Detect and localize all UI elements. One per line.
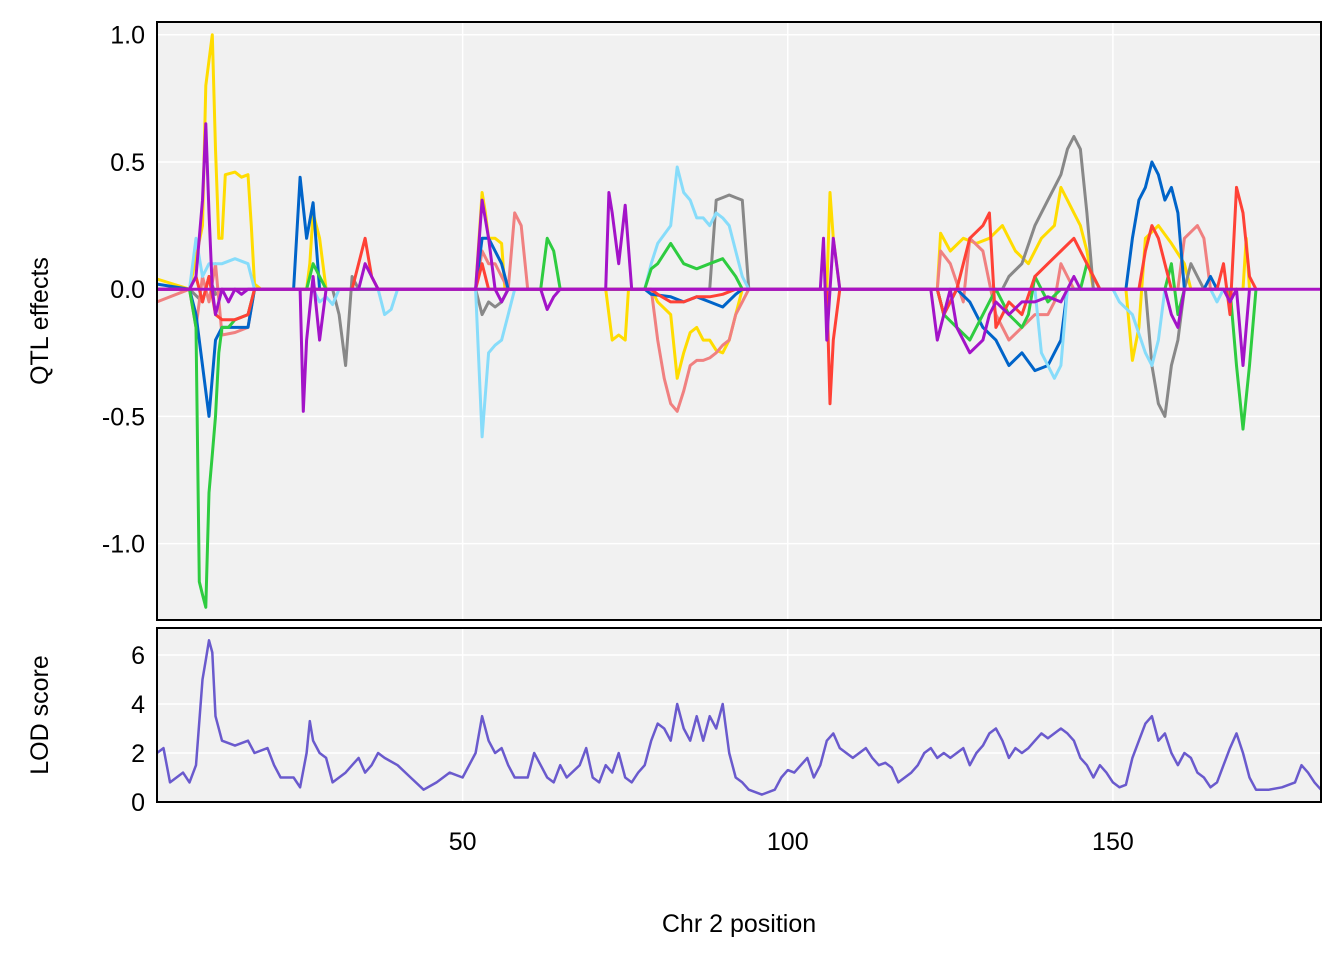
effects-y-tick-label: 0.5 xyxy=(110,149,145,177)
effects-y-tick-label: -1.0 xyxy=(102,531,145,559)
lod-y-tick-label: 6 xyxy=(131,642,145,670)
lod-y-ticks: 0 2 4 6 xyxy=(131,642,145,817)
effects-series-line-8 xyxy=(157,122,1251,413)
lod-y-tick-label: 2 xyxy=(131,740,145,768)
lod-y-tick-label: 4 xyxy=(131,691,145,719)
lod-panel: 0 2 4 6 50 100 150 LOD score Chr 2 position xyxy=(26,627,1322,938)
effects-y-axis-label: QTL effects xyxy=(26,257,54,385)
x-tick-label: 150 xyxy=(1092,828,1134,856)
effects-y-ticks: 1.0 0.5 0.0 -0.5 -1.0 xyxy=(102,22,145,559)
x-tick-label: 100 xyxy=(767,828,809,856)
x-tick-label: 50 xyxy=(449,828,477,856)
effects-y-tick-label: -0.5 xyxy=(102,403,145,431)
effects-series xyxy=(156,33,1321,609)
lod-plot-background xyxy=(157,628,1321,802)
lod-y-axis-label: LOD score xyxy=(26,655,54,774)
lod-frame xyxy=(156,627,1322,803)
effects-plot-background xyxy=(157,22,1321,620)
effects-frame xyxy=(156,21,1322,621)
lod-series xyxy=(156,639,1322,796)
x-axis-ticks: 50 100 150 xyxy=(449,828,1134,856)
effects-panel: 1.0 0.5 0.0 -0.5 -1.0 QTL effects xyxy=(26,21,1322,621)
effects-series-line-1 xyxy=(156,33,1251,380)
lod-series-line-1 xyxy=(156,639,1322,796)
effects-y-tick-label: 0.0 xyxy=(110,276,145,304)
lod-y-tick-label: 0 xyxy=(131,789,145,817)
effects-y-tick-label: 1.0 xyxy=(110,22,145,50)
x-axis-label: Chr 2 position xyxy=(662,910,816,938)
